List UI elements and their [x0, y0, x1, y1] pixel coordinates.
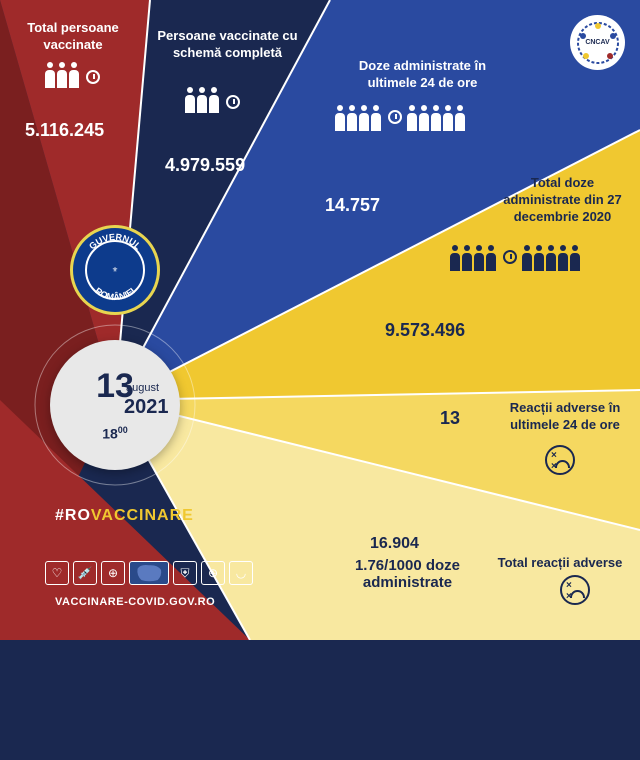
- wedge1-label: Total persoane vaccinate: [18, 20, 128, 54]
- wedge5-label: Reacții adverse în ultimele 24 de ore: [500, 400, 630, 434]
- wedge6-value: 16.904: [370, 535, 419, 553]
- wedge4-label: Total doze administrate din 27 decembrie…: [495, 175, 630, 226]
- wedge1-value: 5.116.245: [25, 120, 104, 141]
- infographic-container: Total persoane vaccinate 5.116.245 Perso…: [0, 0, 640, 640]
- wedge3-value: 14.757: [325, 195, 380, 216]
- date-time: 1800: [102, 425, 128, 442]
- hashtag: #ROVACCINARE: [55, 507, 194, 525]
- wedge6-label: Total reacții adverse: [495, 555, 625, 572]
- medical-icon: ⊕: [101, 561, 125, 585]
- date-day: 13: [96, 369, 134, 403]
- shield-icon: ⛨: [173, 561, 197, 585]
- wedge2-value: 4.979.559: [165, 155, 245, 176]
- sad-face-1: [545, 445, 575, 480]
- cncav-text: CNCAV: [585, 39, 609, 46]
- svg-text:ROMÂNIEI: ROMÂNIEI: [93, 286, 137, 303]
- syringe-icon: 💉: [73, 561, 97, 585]
- government-seal: GUVERNUL ROMÂNIEI ⚜: [70, 225, 160, 315]
- fan-background: [0, 0, 640, 640]
- website-url: VACCINARE-COVID.GOV.RO: [55, 596, 215, 608]
- globe-icon: ⊕: [201, 561, 225, 585]
- wedge6-value2: 1.76/1000 doze administrate: [330, 557, 485, 591]
- date-circle: 13 august 2021 1800: [50, 340, 180, 470]
- svg-text:GUVERNUL: GUVERNUL: [87, 232, 143, 252]
- wedge5-value: 13: [440, 408, 460, 429]
- wedge3-label: Doze administrate în ultimele 24 de ore: [345, 58, 500, 92]
- wedge4-value: 9.573.496: [385, 320, 465, 341]
- footer-icons: ♡ 💉 ⊕ ⛨ ⊕ ◡: [45, 561, 253, 585]
- wedge2-label: Persoane vaccinate cu schemă completă: [155, 28, 300, 62]
- sad-face-2: [560, 575, 590, 610]
- mask-icon: ◡: [229, 561, 253, 585]
- cncav-logo: CNCAV: [570, 15, 625, 70]
- people-icon-2: [185, 95, 240, 118]
- people-icon-3: [335, 110, 465, 136]
- romania-map-icon: [105, 725, 155, 760]
- heart-icon: ♡: [45, 561, 69, 585]
- map-icon: [129, 561, 169, 585]
- people-icon-1: [45, 70, 100, 93]
- people-icon-4: [450, 250, 580, 276]
